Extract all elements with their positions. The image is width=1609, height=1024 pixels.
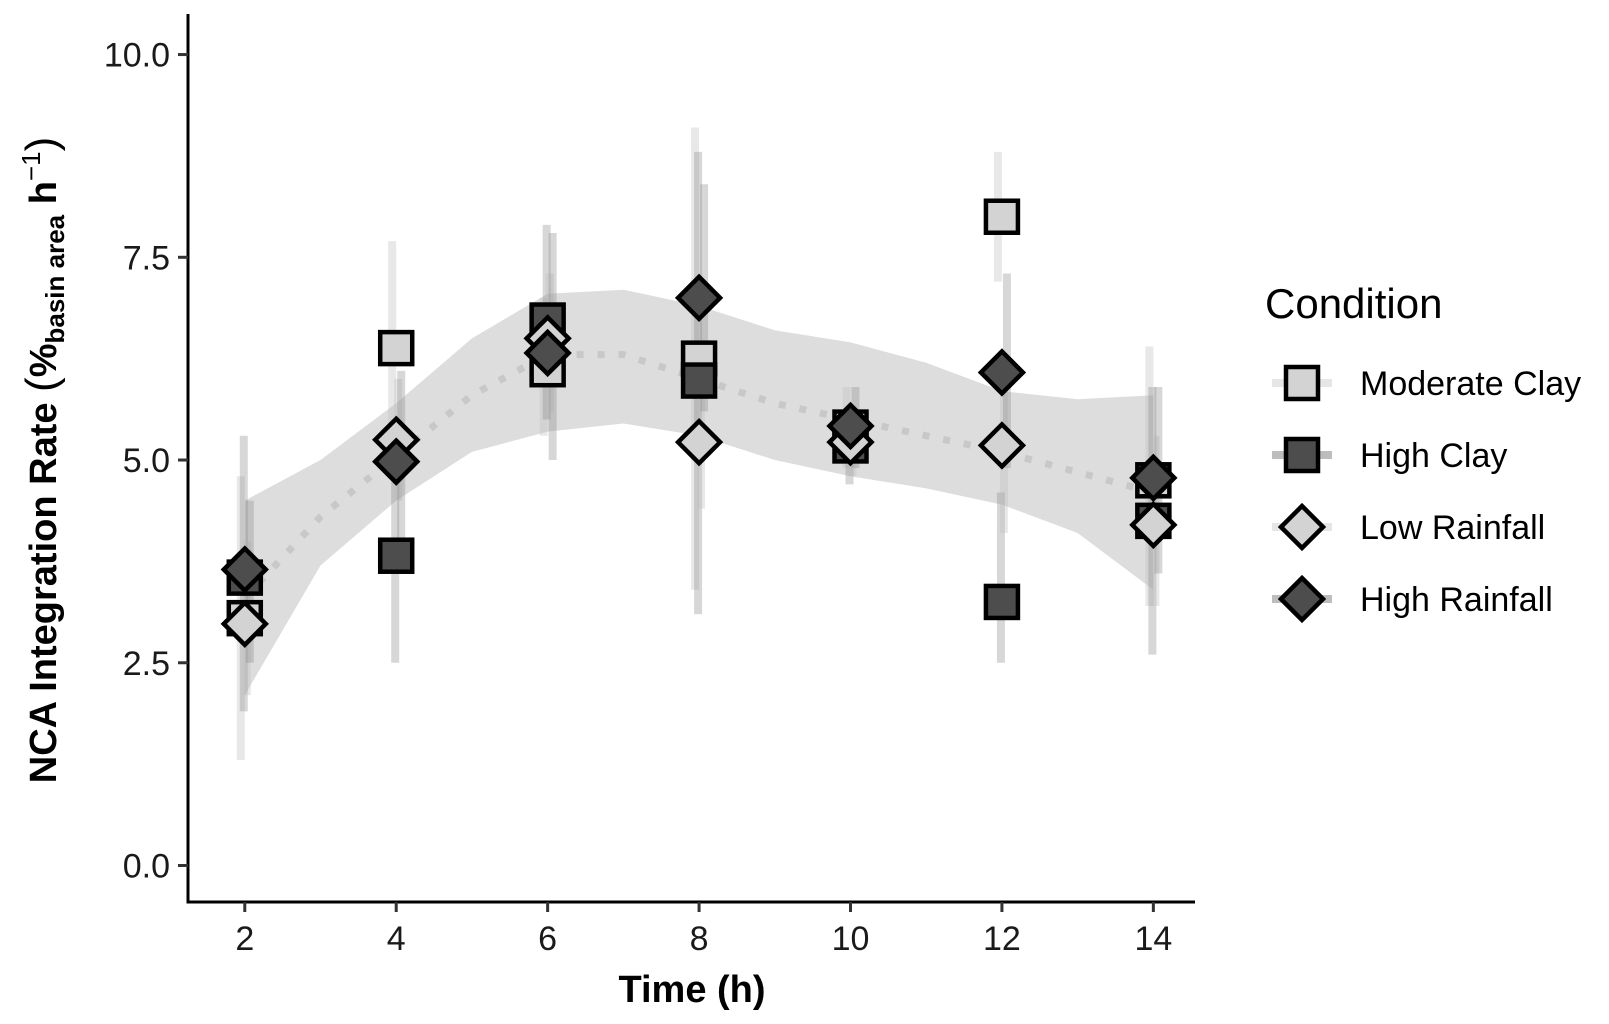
point-low-rainfall	[977, 421, 1027, 470]
legend-key-moderate-clay	[1283, 364, 1321, 402]
y-axis-title-main: NCA Integration Rate	[23, 392, 65, 783]
x-axis-title: Time (h)	[618, 969, 765, 1011]
y-axis-title-percent: %	[23, 344, 65, 378]
x-tick-label: 6	[538, 920, 557, 958]
point-low-rainfall	[1129, 500, 1178, 550]
legend-label-moderate-clay: Moderate Clay	[1360, 365, 1581, 403]
point-high-rainfall	[674, 273, 724, 323]
y-tick-label: 7.5	[123, 239, 170, 277]
point-moderate-clay	[983, 198, 1021, 235]
legend-key-high-rainfall	[1277, 574, 1327, 624]
y-tick-label: 0.0	[123, 848, 170, 886]
point-high-rainfall	[220, 545, 269, 594]
legend-label-low-rainfall: Low Rainfall	[1360, 509, 1545, 547]
point-high-clay	[377, 537, 415, 574]
point-low-rainfall	[674, 418, 724, 467]
x-tick-label: 12	[983, 920, 1021, 958]
y-axis-title-unit: h	[23, 181, 65, 215]
y-axis-title-superscript: −1	[16, 151, 46, 181]
x-tick-label: 8	[690, 920, 709, 958]
legend-label-high-clay: High Clay	[1360, 437, 1507, 475]
confidence-band	[244, 289, 1154, 696]
legend-key-low-rainfall	[1277, 502, 1327, 552]
confidence-band-area	[244, 289, 1154, 696]
point-high-rainfall	[826, 401, 875, 451]
x-tick-label: 2	[235, 920, 254, 958]
x-tick-label: 4	[387, 920, 406, 958]
point-high-rainfall	[372, 437, 421, 486]
legend-key-high-clay	[1283, 436, 1321, 474]
y-tick-label: 2.5	[123, 645, 170, 683]
point-high-clay	[983, 583, 1021, 621]
y-axis-title-subscript: basin area	[40, 214, 70, 343]
axes: 2 4 6 8 10 12 14 0.0 2.5 5.0 7.5 10.0	[104, 14, 1195, 958]
y-axis-title-close-paren: )	[17, 137, 66, 152]
point-high-rainfall	[977, 348, 1027, 397]
y-axis-ticks: 0.0 2.5 5.0 7.5 10.0	[104, 37, 188, 886]
legend-title: Condition	[1265, 280, 1442, 327]
data-points	[220, 198, 1178, 649]
point-low-rainfall	[220, 599, 269, 649]
y-tick-label: 5.0	[123, 442, 170, 480]
point-high-clay	[680, 362, 718, 399]
point-high-rainfall	[523, 328, 572, 378]
y-axis-title: NCA Integration Rate (%basin area h−1)	[16, 137, 70, 783]
y-axis-title-open-paren: (	[17, 377, 66, 392]
x-tick-label: 10	[832, 920, 870, 958]
point-high-rainfall	[1129, 453, 1178, 503]
y-tick-label: 10.0	[104, 37, 170, 75]
legend-label-high-rainfall: High Rainfall	[1360, 581, 1553, 619]
x-tick-label: 14	[1134, 920, 1172, 958]
legend-items: Moderate Clay High Clay Low Rainfall High R…	[1272, 364, 1581, 624]
legend: Condition Moderate Clay High Clay Low Rain…	[1265, 280, 1581, 624]
point-moderate-clay	[377, 329, 415, 367]
x-axis-ticks: 2 4 6 8 10 12 14	[235, 902, 1172, 958]
